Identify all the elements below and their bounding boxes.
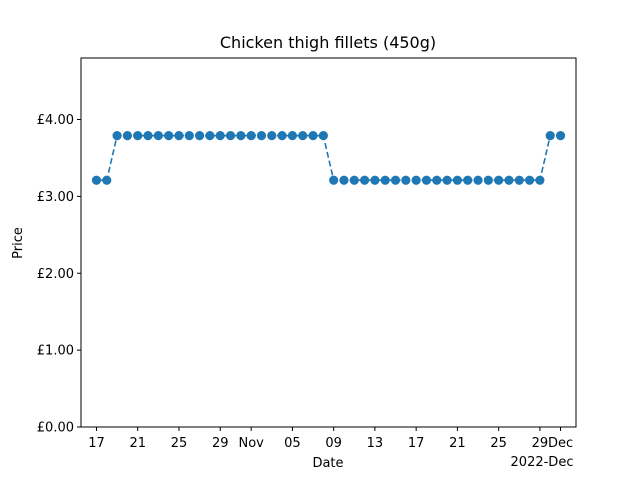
data-point <box>421 175 432 185</box>
chart-title: Chicken thigh fillets (450g) <box>220 33 436 52</box>
data-point <box>133 131 143 141</box>
data-point <box>442 175 452 185</box>
y-tick-label: £3.00 <box>37 190 74 205</box>
x-tick-label: Dec <box>548 436 573 451</box>
x-tick-label: 17 <box>88 436 105 451</box>
data-point <box>411 175 421 185</box>
data-point <box>370 175 380 185</box>
x-tick-label: 17 <box>408 436 425 451</box>
data-point <box>277 131 287 141</box>
x-tick-label: 13 <box>367 436 384 451</box>
x-tick-label: 25 <box>490 436 507 451</box>
x-tick-label: 29 <box>212 436 229 451</box>
data-point <box>401 175 411 185</box>
data-point <box>452 175 463 185</box>
data-point <box>143 131 153 141</box>
plot-area: £0.00 £1.00 £2.00 £3.00 £4.00 17 21 25 29 Nov 05 09… <box>37 57 577 451</box>
data-point <box>164 131 174 141</box>
x-tick-label: 25 <box>171 436 188 451</box>
y-axis-label: Price <box>11 227 26 259</box>
series-line <box>96 134 561 182</box>
axes-frame <box>80 57 577 428</box>
x-tick-label: 05 <box>284 436 301 451</box>
y-tick-label: £2.00 <box>37 267 74 282</box>
x-axis-label: Date <box>312 456 343 471</box>
data-point <box>215 131 225 141</box>
data-point <box>267 131 277 141</box>
x-tick-label: 09 <box>325 436 342 451</box>
data-point <box>102 175 112 185</box>
data-point <box>184 131 194 141</box>
data-point <box>514 175 524 185</box>
data-point <box>535 175 545 185</box>
data-point <box>194 131 205 141</box>
data-point <box>380 175 390 185</box>
data-point <box>339 175 349 185</box>
x-tick-label: 21 <box>449 436 466 451</box>
data-point <box>298 131 308 141</box>
data-point <box>473 175 483 185</box>
data-point <box>91 175 102 185</box>
data-point <box>246 131 256 141</box>
data-point <box>112 131 122 141</box>
data-point <box>359 175 370 185</box>
data-point <box>463 175 473 185</box>
data-point <box>494 175 504 185</box>
data-point <box>555 131 566 141</box>
data-point <box>504 175 514 185</box>
data-point <box>122 131 133 141</box>
x-axis-offset-label: 2022-Dec <box>511 455 574 470</box>
y-tick-label: £0.00 <box>37 421 74 436</box>
data-point <box>349 175 359 185</box>
y-tick-label: £4.00 <box>37 113 74 128</box>
data-point <box>390 175 401 185</box>
data-point <box>483 175 493 185</box>
data-point <box>153 131 163 141</box>
data-point <box>545 131 555 141</box>
data-point <box>318 131 328 141</box>
y-tick-label: £1.00 <box>37 344 74 359</box>
data-point <box>308 131 318 141</box>
x-tick-label: Nov <box>238 436 264 451</box>
data-point <box>524 175 535 185</box>
data-point <box>174 131 184 141</box>
x-tick-label: 29 <box>532 436 549 451</box>
data-point <box>225 131 236 141</box>
data-point <box>329 175 339 185</box>
data-point <box>236 131 246 141</box>
data-point <box>256 131 267 141</box>
data-point <box>205 131 215 141</box>
data-point <box>287 131 298 141</box>
x-tick-label: 21 <box>129 436 146 451</box>
data-point <box>432 175 442 185</box>
